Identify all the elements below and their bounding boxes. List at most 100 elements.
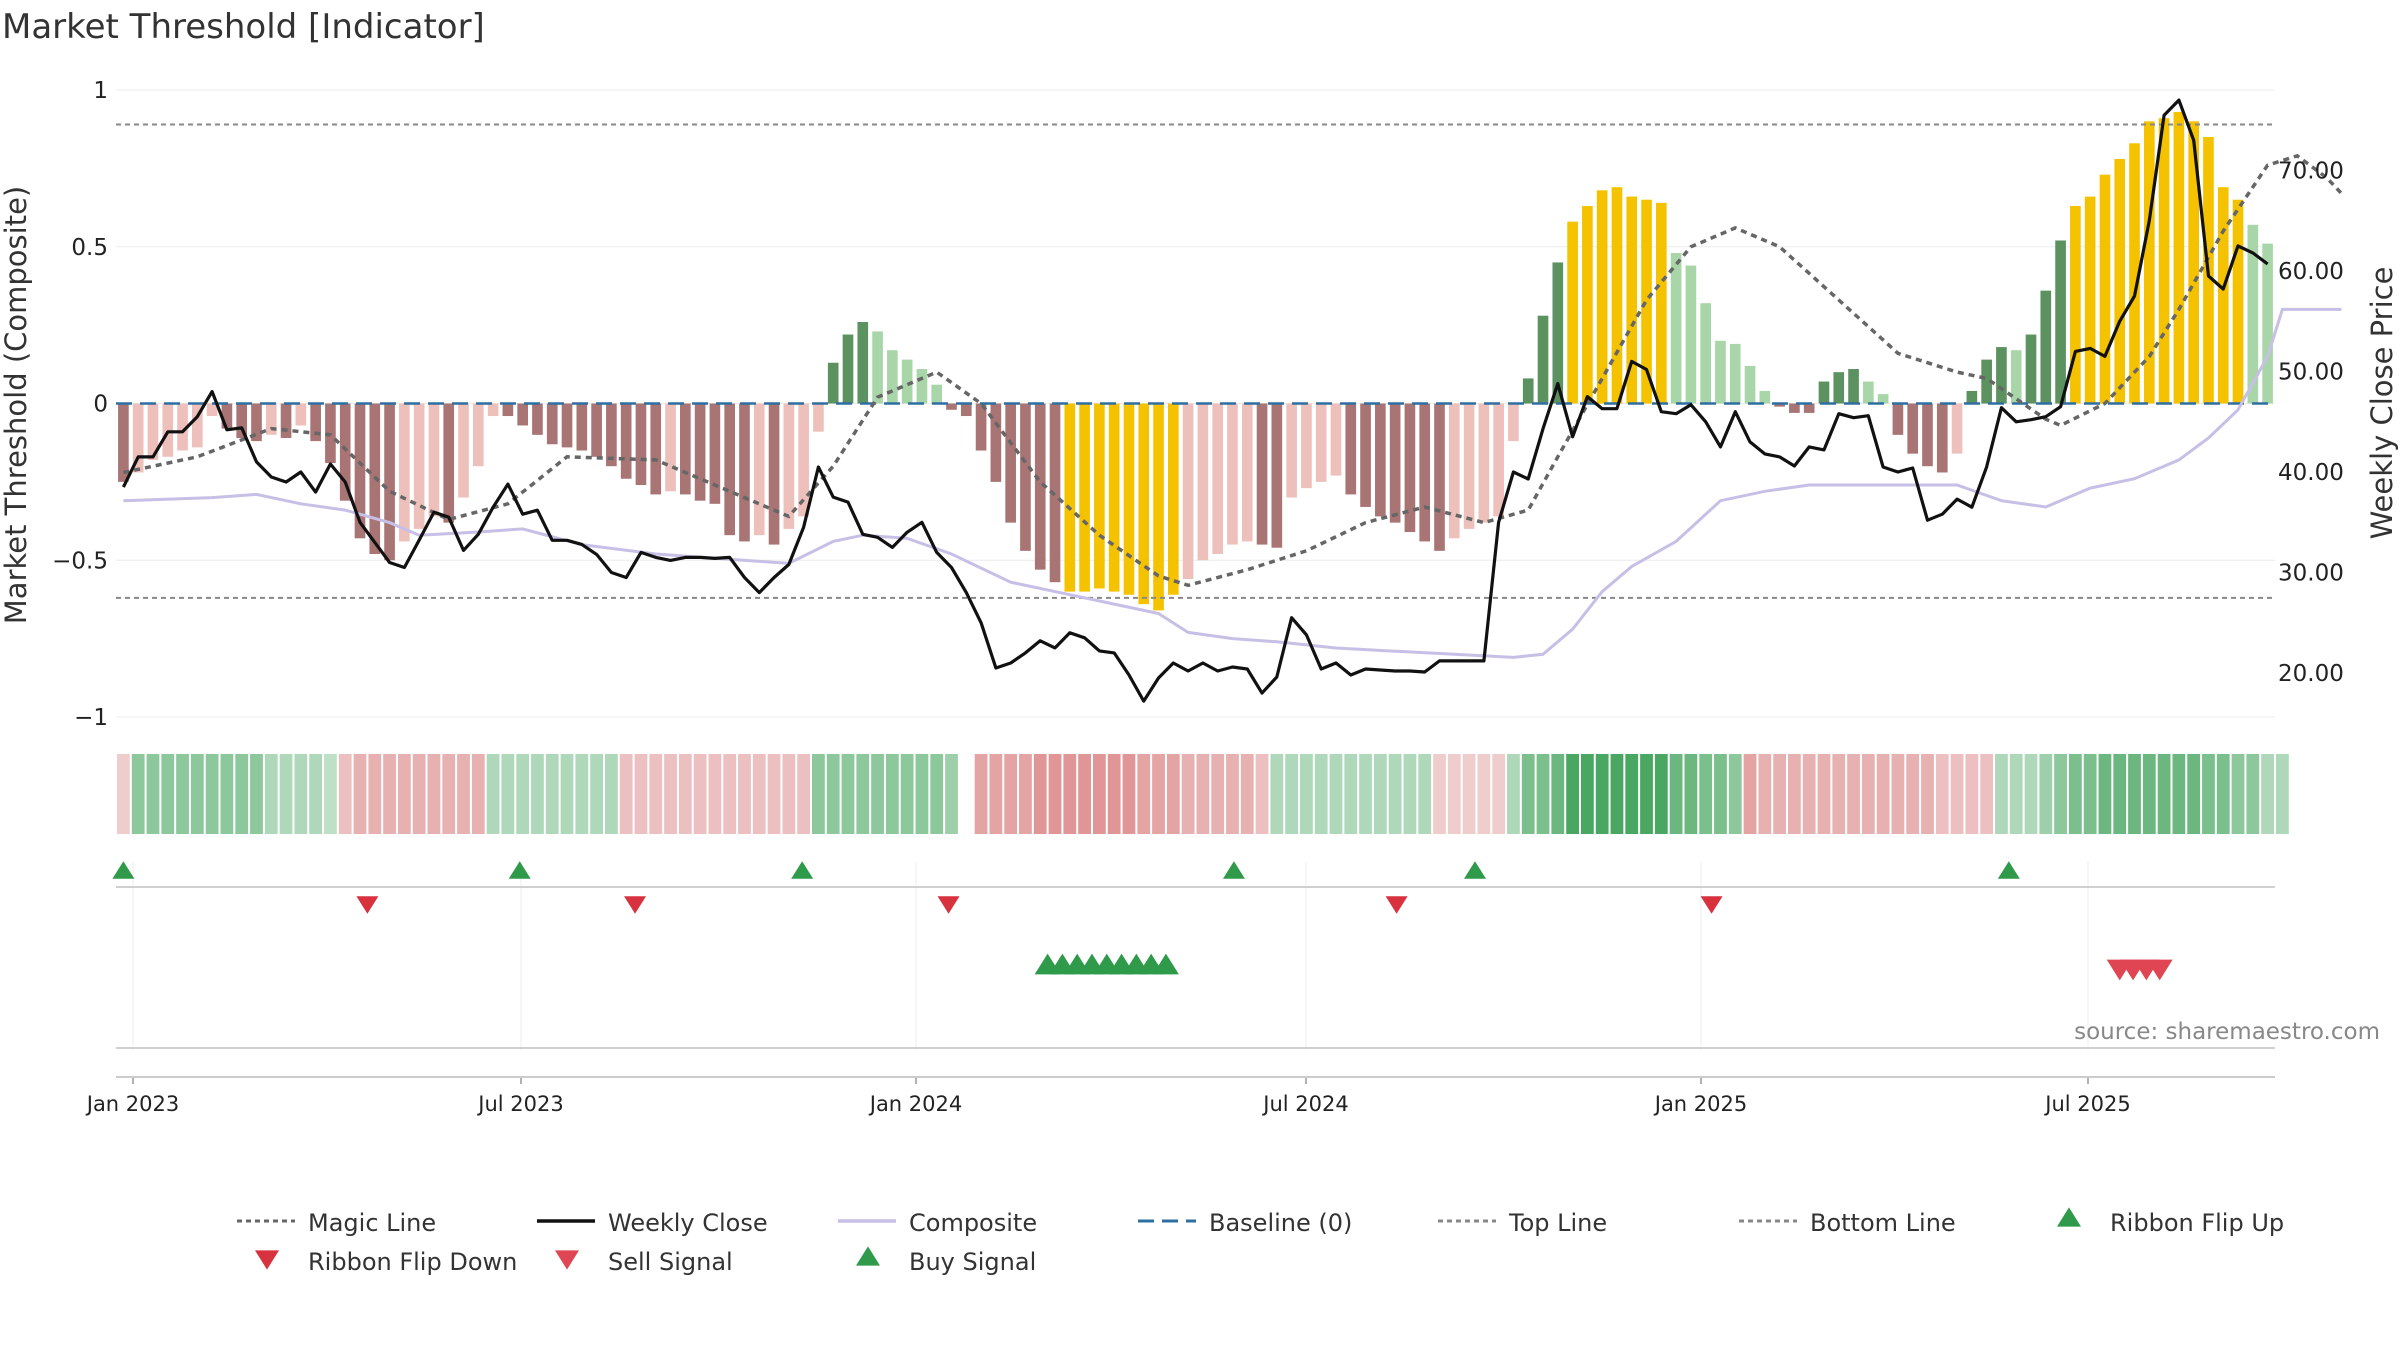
- source-note: source: sharemaestro.com: [2074, 1019, 2380, 1045]
- ribbon-cell: [1403, 754, 1417, 834]
- ribbon-cell: [1388, 754, 1402, 834]
- composite-bar: [827, 362, 839, 404]
- ribbon-cell: [974, 754, 988, 834]
- y2-tick-label: 50.00: [2278, 360, 2344, 386]
- composite-bar: [709, 403, 721, 504]
- axes: 1 0.5 0 −0.5 −1 70.00 60.00 50.00 40.00 30.00 20.0…: [52, 78, 2344, 1116]
- composite-bar: [1626, 196, 1638, 404]
- ribbon-cell: [545, 754, 559, 834]
- composite-bar: [1153, 403, 1164, 611]
- composite-bar: [354, 403, 366, 539]
- composite-bar: [680, 403, 691, 495]
- composite-bar: [1522, 378, 1534, 404]
- ribbon-cell: [856, 754, 870, 834]
- ribbon-cell: [2246, 754, 2260, 834]
- ribbon-cell: [1610, 754, 1624, 834]
- ribbon-cell: [604, 754, 618, 834]
- composite-bar: [1774, 403, 1785, 407]
- composite-bar: [2217, 187, 2229, 404]
- ribbon-cell: [708, 754, 722, 834]
- composite-bar: [1951, 403, 1963, 454]
- composite-bar: [1655, 202, 1667, 404]
- composite-bar: [1389, 403, 1401, 523]
- y-tick-label: −0.5: [52, 548, 108, 574]
- composite-bar: [1922, 403, 1933, 467]
- composite-bar: [1138, 403, 1150, 605]
- composite-bar: [591, 403, 602, 457]
- composite-bar: [1182, 403, 1194, 580]
- ribbon-cell: [1078, 754, 1091, 834]
- composite-bar: [813, 403, 824, 432]
- ribbon-cell: [1477, 754, 1491, 834]
- composite-bar: [561, 403, 573, 448]
- ribbon-cell: [1714, 754, 1727, 834]
- legend-label: Bottom Line: [1810, 1209, 1956, 1237]
- composite-bar: [236, 403, 248, 438]
- weekly-close-line: [121, 98, 2269, 703]
- ribbon-flip-up-marker: [1222, 861, 1245, 879]
- ribbon-cell: [989, 754, 1003, 834]
- composite-bar: [147, 403, 159, 460]
- ribbon-cell: [2128, 754, 2141, 834]
- x-tick-label: Jul 2023: [476, 1092, 563, 1116]
- ribbon-cell: [1329, 754, 1343, 834]
- ribbon-flip-up-marker: [791, 861, 814, 879]
- ribbon-cell: [2113, 754, 2127, 834]
- legend-label: Ribbon Flip Up: [2110, 1209, 2284, 1237]
- ribbon-cell: [1536, 754, 1550, 834]
- ribbon-cell: [693, 754, 707, 834]
- ribbon-cell: [1048, 754, 1062, 834]
- composite-bar: [1330, 403, 1342, 476]
- ribbon-cell: [1462, 754, 1476, 834]
- ribbon-cell: [2054, 754, 2067, 834]
- composite-bar: [1833, 372, 1845, 404]
- ribbon-cell: [146, 754, 160, 834]
- ribbon-cell: [457, 754, 470, 834]
- legend-swatch: [555, 1250, 579, 1270]
- y2-tick-label: 30.00: [2278, 561, 2344, 587]
- composite-bar: [990, 403, 1002, 482]
- ribbon-cell: [531, 754, 544, 834]
- composite-bar: [1818, 381, 1830, 404]
- ribbon-cell: [723, 754, 737, 834]
- composite-bar: [916, 369, 928, 404]
- composite-bar: [517, 403, 528, 426]
- composite-bar: [798, 403, 809, 517]
- ribbon-cell: [1684, 754, 1698, 834]
- ribbon-cell: [619, 754, 633, 834]
- legend-label: Top Line: [1508, 1209, 1607, 1237]
- composite-bar: [2173, 111, 2185, 404]
- ribbon-cell: [1595, 754, 1609, 834]
- ribbon-cell: [1861, 754, 1875, 834]
- composite-bar: [265, 403, 277, 435]
- ribbon-cell: [161, 754, 175, 834]
- ribbon-cell: [1240, 754, 1254, 834]
- ribbon-cell: [1300, 754, 1313, 834]
- composite-bar: [694, 403, 706, 501]
- ribbon-cell: [1166, 754, 1180, 834]
- grid: [116, 89, 2275, 1050]
- composite-bar: [753, 403, 765, 536]
- ribbon-cell: [1507, 754, 1520, 834]
- ribbon-cell: [1181, 754, 1195, 834]
- ribbon-cell: [1788, 754, 1801, 834]
- ribbon-cell: [1521, 754, 1535, 834]
- ribbon-cell: [1019, 754, 1032, 834]
- y2-tick-label: 60.00: [2278, 259, 2344, 285]
- composite-bar: [1552, 262, 1564, 404]
- ribbon-cell: [117, 754, 130, 834]
- composite-bar: [1700, 303, 1711, 404]
- ribbon-cell: [1004, 754, 1018, 834]
- y2-tick-label: 40.00: [2278, 460, 2344, 486]
- composite-bar: [1463, 403, 1475, 529]
- composite-bar: [1567, 221, 1578, 404]
- chart-title: Market Threshold [Indicator]: [2, 7, 485, 47]
- composite-bar: [1685, 265, 1697, 404]
- ribbon-cell: [649, 754, 663, 834]
- composite-bar: [842, 334, 854, 404]
- composite-bar: [1301, 403, 1312, 489]
- ribbon-flip-up-marker: [1463, 861, 1486, 879]
- ribbon-cell: [1359, 754, 1372, 834]
- ribbon-cell: [501, 754, 515, 834]
- signal-markers: [112, 861, 2173, 1270]
